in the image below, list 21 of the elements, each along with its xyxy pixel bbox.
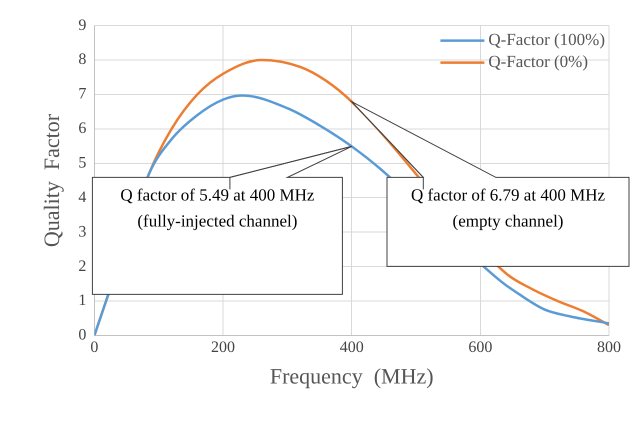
legend-label: Q-Factor (0%) xyxy=(488,52,588,72)
x-tick-label: 600 xyxy=(468,339,492,356)
x-tick-label: 400 xyxy=(340,339,364,356)
y-tick-label: 0 xyxy=(78,326,86,344)
legend-label: Q-Factor (100%) xyxy=(488,30,606,50)
y-axis-title: Quality Factor xyxy=(38,113,64,248)
y-tick-label: 2 xyxy=(78,258,86,275)
x-tick-label: 0 xyxy=(90,339,98,356)
y-tick-label: 4 xyxy=(78,188,86,206)
y-tick-label: 3 xyxy=(78,223,86,240)
y-tick-label: 8 xyxy=(78,51,86,68)
y-tick-label: 6 xyxy=(78,120,86,138)
y-tick-label: 7 xyxy=(78,86,86,103)
y-tick-label: 5 xyxy=(78,154,86,172)
x-tick-label: 800 xyxy=(597,339,621,356)
annotation: Q factor of 5.49 at 400 MHz (fully-injected channel) xyxy=(120,185,315,230)
y-tick-label: 1 xyxy=(78,292,86,310)
y-tick-label: 9 xyxy=(78,16,86,34)
x-axis-title: Frequency (MHz) xyxy=(270,364,434,389)
x-tick-label: 200 xyxy=(211,339,236,356)
annotation: Q factor of 6.79 at 400 MHz (empty channel) xyxy=(410,185,606,230)
